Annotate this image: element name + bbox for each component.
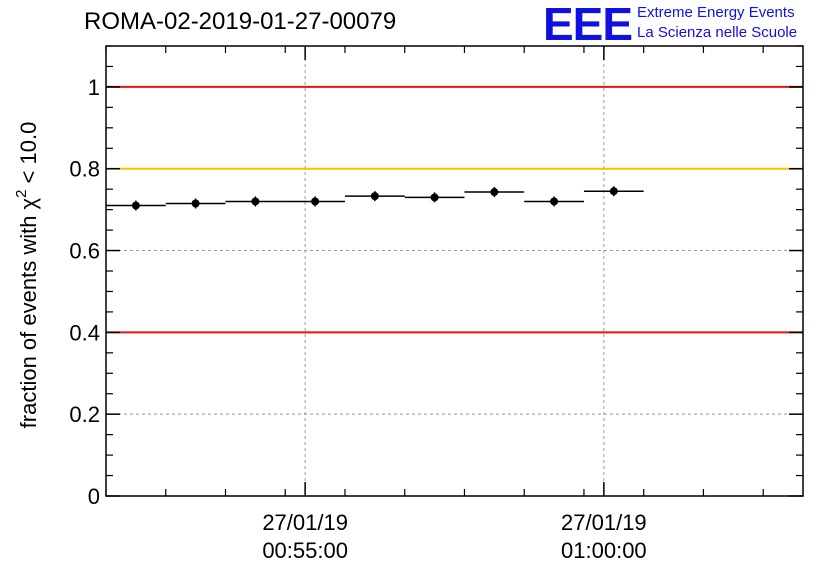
data-layer: [106, 186, 644, 211]
data-point: [430, 193, 439, 202]
y-tick-label: 0.2: [69, 402, 100, 427]
logo-line-1: Extreme Energy Events: [637, 4, 795, 21]
logo-mark: EEE: [543, 0, 633, 50]
chart-title: ROMA-02-2019-01-27-00079: [84, 8, 397, 35]
y-tick-label: 0.4: [69, 320, 100, 345]
x-tick-label-time: 00:55:00: [262, 538, 348, 563]
grid-layer: [106, 46, 803, 496]
y-tick-label: 0: [88, 484, 100, 509]
data-point: [609, 187, 618, 196]
data-point: [370, 192, 379, 201]
x-tick-label-date: 27/01/19: [561, 510, 647, 535]
data-point: [550, 197, 559, 206]
eee-logo: EEE Extreme Energy Events La Scienza nel…: [543, 0, 833, 50]
data-point: [311, 197, 320, 206]
y-tick-label: 0.8: [69, 157, 100, 182]
x-tick-label-date: 27/01/19: [262, 510, 348, 535]
data-point: [490, 188, 499, 197]
data-point: [131, 201, 140, 210]
y-axis-label-superscript: 2: [13, 190, 30, 198]
data-point: [191, 199, 200, 208]
y-axis-label-suffix: < 10.0: [16, 122, 41, 190]
y-axis-label-prefix: fraction of events with χ: [16, 197, 41, 428]
plot-frame: [105, 45, 804, 497]
logo-line-2: La Scienza nelle Scuole: [637, 24, 798, 41]
axis-layer: 0 0.2 0.4 0.6 0.8 1 27/01/19 00:55:00 27/01/19 01…: [69, 45, 803, 563]
reference-lines: [106, 85, 803, 334]
y-axis-label: fraction of events with χ2 < 10.0: [13, 122, 41, 429]
y-tick-label: 0.6: [69, 239, 100, 264]
data-point: [251, 197, 260, 206]
y-tick-label: 1: [88, 75, 100, 100]
x-tick-label-time: 01:00:00: [561, 538, 647, 563]
